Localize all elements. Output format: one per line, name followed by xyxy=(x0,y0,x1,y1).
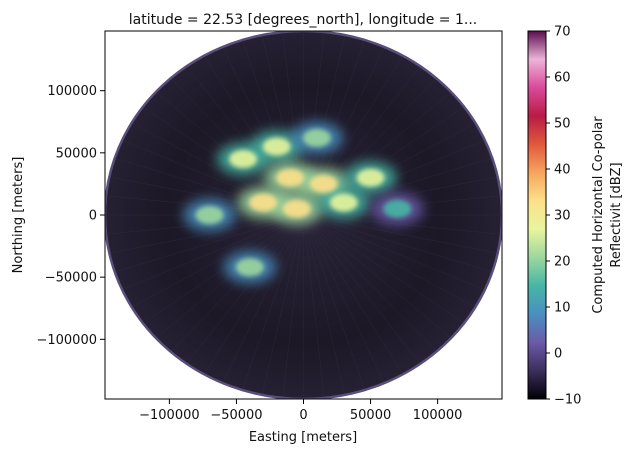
echo-cell xyxy=(276,168,305,187)
colorbar-tick-label: 0 xyxy=(554,347,562,362)
radar-radial-line xyxy=(303,214,345,396)
x-tick-label: 0 xyxy=(299,408,307,423)
radar-radial-line xyxy=(186,214,304,364)
radar-radial-line xyxy=(303,214,325,399)
colorbar-tick-label: 60 xyxy=(554,71,571,86)
colorbar-tick-label: 20 xyxy=(554,255,571,270)
colorbar-label-line1: Computed Horizontal Co-polar xyxy=(591,116,606,314)
x-axis: −100000 −50000 0 50000 100000 xyxy=(139,399,462,423)
radar-radial-line xyxy=(109,214,304,254)
y-tick-label: −50000 xyxy=(45,271,97,286)
radar-radial-line xyxy=(204,214,304,375)
radar-radial-line xyxy=(303,214,485,291)
chart-title: latitude = 22.53 [degrees_north], longit… xyxy=(129,12,477,28)
echo-cell xyxy=(229,150,258,169)
radar-radial-line xyxy=(303,214,421,364)
echo-cell xyxy=(329,193,358,212)
echo-cell xyxy=(195,206,224,224)
colorbar-tick-label: 40 xyxy=(554,163,571,178)
echo-cell xyxy=(282,199,311,218)
x-tick-label: 100000 xyxy=(413,408,463,423)
radar-radial-line xyxy=(303,214,498,254)
colorbar-tick-label: 70 xyxy=(554,25,571,40)
radar-radial-line xyxy=(303,214,403,375)
radar-radial-line xyxy=(303,214,476,308)
echo-cell xyxy=(235,258,264,277)
radar-radial-line xyxy=(303,214,437,352)
echo-cell xyxy=(262,137,291,156)
y-tick-label: −100000 xyxy=(36,333,97,348)
y-tick-label: 100000 xyxy=(47,84,97,99)
colorbar-tick-label: 50 xyxy=(554,117,571,132)
x-axis-label: Easting [meters] xyxy=(249,430,357,445)
echo-cell xyxy=(383,199,412,218)
colorbar-tick-label: −10 xyxy=(554,393,581,408)
colorbar-label-line2: Reflectivit [dBZ] xyxy=(609,162,624,267)
radar-radial-line xyxy=(122,214,304,291)
y-axis-label: Northing [meters] xyxy=(11,157,26,274)
radar-radial-line xyxy=(170,214,304,352)
radar-radial-line xyxy=(303,214,385,384)
x-tick-label: −50000 xyxy=(210,408,262,423)
x-tick-label: 50000 xyxy=(350,408,391,423)
radar-radial-line xyxy=(222,214,304,384)
echo-cell xyxy=(302,128,331,147)
radar-radial-line xyxy=(303,214,465,324)
colorbar: −10 0 10 20 30 40 50 60 70 Computed Horizontal C… xyxy=(527,25,624,408)
radar-radial-line xyxy=(303,214,493,273)
y-axis: −100000 −50000 0 50000 100000 xyxy=(36,84,105,348)
echo-cell xyxy=(249,193,278,212)
echo-cell xyxy=(309,174,338,193)
colorbar-tick-label: 10 xyxy=(554,301,571,316)
radar-radial-line xyxy=(114,214,304,273)
radar-radial-line xyxy=(262,214,304,396)
radar-radial-line xyxy=(303,214,501,235)
colorbar-tick-label: 30 xyxy=(554,209,571,224)
echo-cell xyxy=(356,168,385,187)
plot-area xyxy=(105,31,502,399)
radar-radial-line xyxy=(241,214,304,391)
radar-radial-line xyxy=(303,214,366,391)
radar-radial-line xyxy=(142,214,304,324)
radar-radial-line xyxy=(303,214,452,339)
radar-radial-line xyxy=(131,214,304,308)
x-tick-label: −100000 xyxy=(139,408,200,423)
colorbar-gradient xyxy=(527,30,547,400)
y-tick-label: 50000 xyxy=(56,146,97,161)
y-tick-label: 0 xyxy=(89,209,97,224)
radar-radial-line xyxy=(282,214,304,399)
